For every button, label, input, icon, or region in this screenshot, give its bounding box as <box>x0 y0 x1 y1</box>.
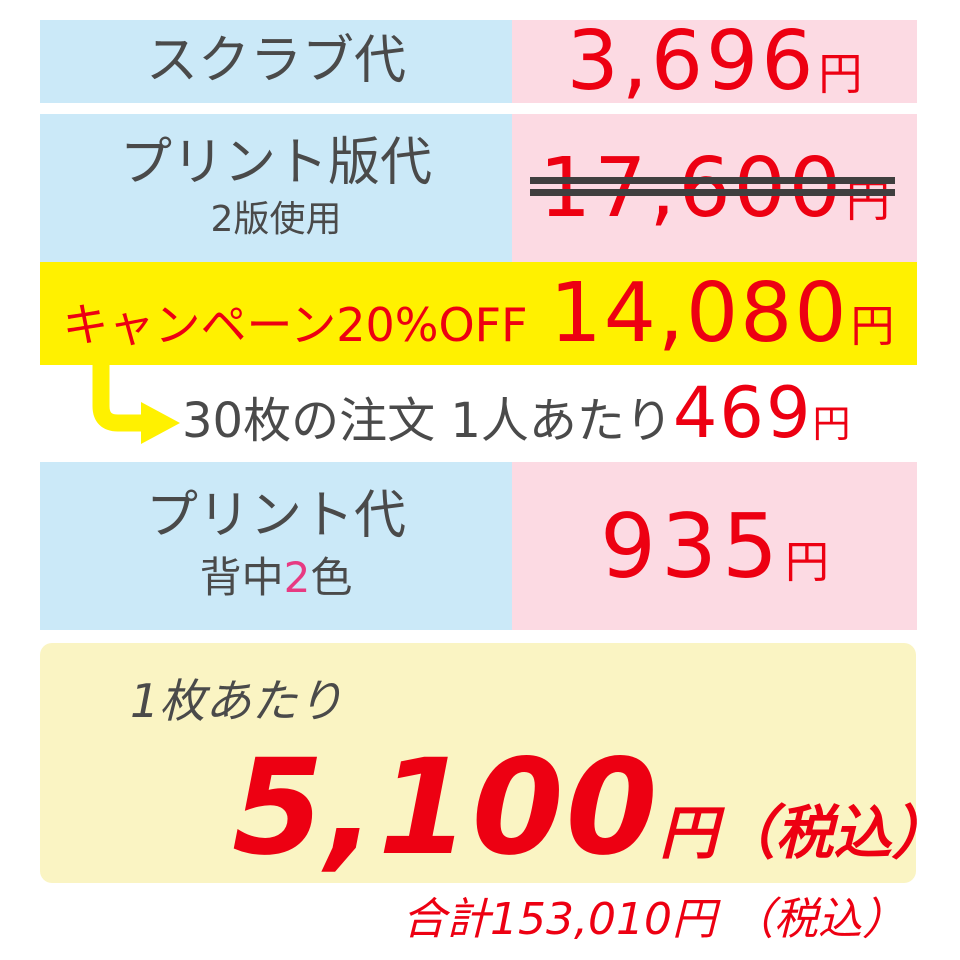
plate-price-number: 17,600 <box>539 140 844 236</box>
per-person-label: 30枚の注文 1人あたり <box>182 393 673 449</box>
elbow-arrow-icon <box>92 365 180 444</box>
print-sublabel-highlight: 2 <box>283 553 311 603</box>
scrub-price-number: 3,696 <box>566 14 817 109</box>
campaign-price-number: 14,080 <box>549 266 849 361</box>
plate-price-struck: 17,600円 <box>530 141 895 236</box>
scrub-price-unit: 円 <box>818 49 863 100</box>
print-sublabel-prefix: 背中 <box>199 553 284 603</box>
campaign-line: キャンペーン20%OFF 14,080円 <box>63 266 895 361</box>
print-sublabel: 背中2色 <box>200 553 353 603</box>
unit-price-box: 1枚あたり 5,100円（税込） <box>40 643 950 885</box>
scrub-label-cell: スクラブ代 <box>40 20 512 103</box>
print-sublabel-suffix: 色 <box>310 553 353 603</box>
unit-price-line: 5,100円（税込） <box>232 731 950 885</box>
print-price-unit: 円 <box>784 536 829 588</box>
strikethrough-line-bottom <box>530 189 895 196</box>
scrub-price: 3,696円 <box>567 14 863 109</box>
print-price-cell: 935円 <box>512 462 917 630</box>
per-person-row: 30枚の注文 1人あたり469円 <box>40 365 917 462</box>
campaign-price-unit: 円 <box>850 301 895 352</box>
plate-label-cell: プリント版代 2版使用 <box>40 114 512 262</box>
scrub-label: スクラブ代 <box>145 30 406 91</box>
total-amount: 合計153,010円 （税込） <box>402 894 906 945</box>
print-price: 935円 <box>600 495 829 598</box>
plate-price-cell: 17,600円 <box>512 114 917 262</box>
plate-price: 17,600円 <box>539 141 890 236</box>
per-person-price-number: 469 <box>672 372 813 454</box>
campaign-label: キャンペーン20%OFF <box>62 298 528 352</box>
unit-price-unit: 円（税込） <box>659 799 950 867</box>
unit-price-number: 5,100 <box>232 731 660 885</box>
per-person-line: 30枚の注文 1人あたり469円 <box>182 365 851 462</box>
unit-price-label: 1枚あたり <box>130 674 344 728</box>
plate-label: プリント版代 <box>119 132 432 193</box>
plate-price-unit: 円 <box>845 175 890 227</box>
scrub-price-cell: 3,696円 <box>512 14 917 109</box>
print-label: プリント代 <box>145 486 406 547</box>
print-price-number: 935 <box>600 494 783 598</box>
plate-sublabel: 2版使用 <box>210 199 342 240</box>
per-person-price-unit: 円 <box>812 402 851 446</box>
strikethrough-line-top <box>530 177 895 184</box>
print-label-cell: プリント代 背中2色 <box>40 462 512 630</box>
campaign-banner: キャンペーン20%OFF 14,080円 <box>40 262 917 365</box>
